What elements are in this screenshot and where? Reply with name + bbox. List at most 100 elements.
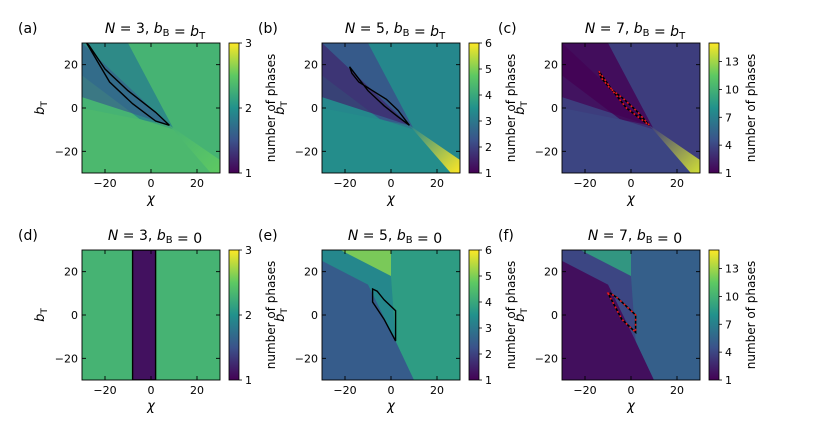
- y-axis-label: bT: [273, 101, 290, 115]
- colorbar-label: number of phases: [504, 261, 518, 370]
- x-tick-label: 0: [388, 177, 395, 190]
- heatmap-region-light: [322, 108, 460, 173]
- colorbar-tick-label: 2: [485, 141, 492, 154]
- colorbar: [708, 42, 720, 174]
- panel-label: (b): [258, 21, 278, 37]
- panel-title: N = 7, bB = bT: [585, 21, 686, 42]
- panel-f: −20 0 20 −20 0 20 χ bT (f) N = 7, bB = 0 1 4 7 10 13 nu…: [498, 228, 758, 414]
- colorbar: [228, 42, 240, 174]
- colorbar: [228, 249, 240, 381]
- heatmap-streak: [409, 125, 460, 173]
- x-axis-label: χ: [146, 192, 156, 207]
- colorbar-label: number of phases: [264, 261, 278, 370]
- panel-c: −20 0 20 −20 0 20 χ bT (c) N = 7, bB = bT 1 4 7 10 13 n…: [498, 21, 758, 207]
- plot-area: [82, 250, 220, 380]
- colorbar-label: number of phases: [504, 54, 518, 163]
- colorbar: [468, 249, 480, 381]
- heatmap-region-darker: [82, 43, 170, 126]
- panel-title: N = 5, bB = 0: [348, 228, 442, 247]
- heatmap-band: [132, 250, 156, 380]
- y-tick-label: 0: [551, 102, 558, 115]
- panel-b: −20 0 20 −20 0 20 χ bT (b) N = 5, bB = bT 1 2 3 4 5 6 nu…: [258, 21, 518, 207]
- colorbar-tick-label: 1: [725, 374, 732, 387]
- phase-boundary: [348, 66, 410, 126]
- colorbar-label: number of phases: [744, 54, 758, 163]
- colorbar-tick-label: 10: [725, 83, 739, 96]
- y-tick-label: −20: [535, 352, 558, 365]
- plot-area: [322, 43, 460, 173]
- x-tick-label: −20: [93, 384, 116, 397]
- x-tick-label: −20: [333, 384, 356, 397]
- y-tick-label: 20: [544, 266, 558, 279]
- y-tick-label: 0: [71, 102, 78, 115]
- panel-d: −20 0 20 −20 0 20 χ bT (d) N = 3, bB = 0 1 2 3 number…: [18, 228, 278, 414]
- y-tick-label: 0: [311, 102, 318, 115]
- x-axis-label: χ: [626, 192, 636, 207]
- x-tick-label: 0: [628, 177, 635, 190]
- y-tick-label: 20: [304, 59, 318, 72]
- panel-label: (c): [498, 21, 517, 37]
- panel-a: −20 0 20 −20 0 20 χ bT (a) N = 3, bB = bT 1 2 3 numbe…: [18, 21, 278, 207]
- y-tick-label: 0: [311, 309, 318, 322]
- y-tick-label: −20: [55, 352, 78, 365]
- colorbar-tick-label: 1: [485, 374, 492, 387]
- colorbar: [468, 42, 480, 174]
- colorbar-tick-label: 2: [245, 309, 252, 322]
- heatmap-region-bright: [340, 250, 391, 276]
- heatmap-region-darker: [562, 43, 650, 126]
- colorbar-label: number of phases: [264, 54, 278, 163]
- colorbar-tick-label: 13: [725, 263, 739, 276]
- heatmap-region-light: [82, 108, 220, 173]
- plot-area: [562, 43, 700, 173]
- panel-title: N = 5, bB = bT: [345, 21, 446, 42]
- heatmap-streak: [649, 125, 700, 173]
- colorbar-tick-label: 10: [725, 290, 739, 303]
- y-tick-label: 0: [71, 309, 78, 322]
- colorbar-tick-label: 3: [485, 322, 492, 335]
- x-tick-label: 20: [670, 384, 684, 397]
- colorbar-label: number of phases: [744, 261, 758, 370]
- x-tick-label: 20: [190, 384, 204, 397]
- x-tick-label: 0: [148, 384, 155, 397]
- panel-label: (a): [18, 21, 38, 37]
- plot-area: [562, 250, 700, 380]
- heatmap-region-light: [391, 250, 460, 380]
- heatmap-region-dark: [562, 260, 654, 380]
- panel-label: (f): [498, 228, 514, 244]
- colorbar-tick-label: 3: [245, 37, 252, 50]
- x-tick-label: −20: [333, 177, 356, 190]
- x-tick-label: 20: [670, 177, 684, 190]
- colorbar-tick-label: 13: [725, 56, 739, 69]
- colorbar-tick-label: 2: [245, 102, 252, 115]
- colorbar-tick-label: 1: [725, 167, 732, 180]
- panel-title: N = 3, bB = bT: [105, 21, 206, 42]
- y-tick-label: −20: [55, 145, 78, 158]
- colorbar-tick-label: 2: [485, 348, 492, 361]
- y-axis-label: bT: [513, 101, 530, 115]
- heatmap-region-bright: [580, 250, 631, 276]
- x-tick-label: 0: [388, 384, 395, 397]
- colorbar-tick-label: 5: [485, 270, 492, 283]
- x-tick-label: 0: [628, 384, 635, 397]
- colorbar-tick-label: 3: [485, 115, 492, 128]
- x-tick-label: −20: [93, 177, 116, 190]
- colorbar-tick-label: 7: [725, 318, 732, 331]
- x-tick-label: 20: [430, 177, 444, 190]
- phase-boundary: [131, 250, 157, 380]
- y-axis-label: bT: [33, 308, 50, 322]
- y-tick-label: −20: [295, 352, 318, 365]
- panel-title: N = 3, bB = 0: [108, 228, 202, 247]
- panel-label: (d): [18, 228, 38, 244]
- heatmap-region-dark: [322, 260, 414, 380]
- x-axis-label: χ: [626, 399, 636, 414]
- x-tick-label: 20: [190, 177, 204, 190]
- phase-boundary-dotted: [598, 70, 650, 126]
- x-axis-label: χ: [386, 399, 396, 414]
- phase-boundary: [371, 287, 397, 342]
- x-tick-label: −20: [573, 384, 596, 397]
- x-tick-label: 20: [430, 384, 444, 397]
- y-tick-label: −20: [535, 145, 558, 158]
- y-tick-label: 20: [64, 266, 78, 279]
- colorbar-tick-label: 6: [485, 37, 492, 50]
